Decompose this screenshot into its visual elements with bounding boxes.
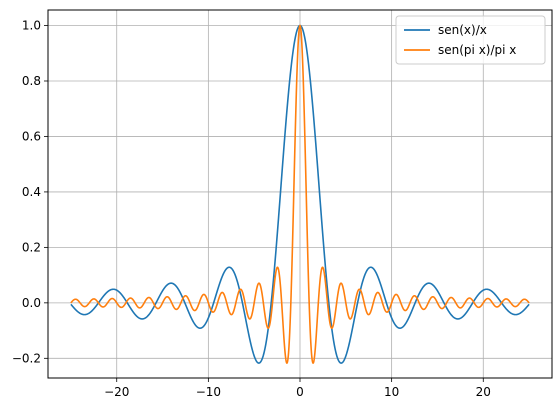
y-tick-label: −0.2 — [12, 351, 41, 365]
x-tick-label: 10 — [384, 385, 399, 399]
x-tick-label: 20 — [476, 385, 491, 399]
y-tick-label: 1.0 — [22, 19, 41, 33]
y-tick-label: 0.6 — [22, 129, 41, 143]
y-tick-label: 0.2 — [22, 240, 41, 254]
x-tick-label: −10 — [196, 385, 221, 399]
y-axis: −0.2 0.0 0.2 0.4 0.6 0.8 1.0 — [12, 19, 48, 365]
series-line-1 — [70, 24, 530, 364]
y-tick-label: 0.0 — [22, 296, 41, 310]
legend: sen(x)/x sen(pi x)/pi x — [395, 15, 546, 65]
legend-label-1: sen(pi x)/pi x — [438, 43, 516, 57]
series-layer — [70, 24, 530, 364]
legend-box — [395, 15, 546, 65]
x-axis: −20 −10 0 10 20 — [104, 378, 491, 399]
y-tick-label: 0.8 — [22, 74, 41, 88]
y-tick-label: 0.4 — [22, 185, 41, 199]
x-tick-label: 0 — [296, 385, 304, 399]
x-tick-label: −20 — [104, 385, 129, 399]
legend-label-0: sen(x)/x — [438, 23, 487, 37]
